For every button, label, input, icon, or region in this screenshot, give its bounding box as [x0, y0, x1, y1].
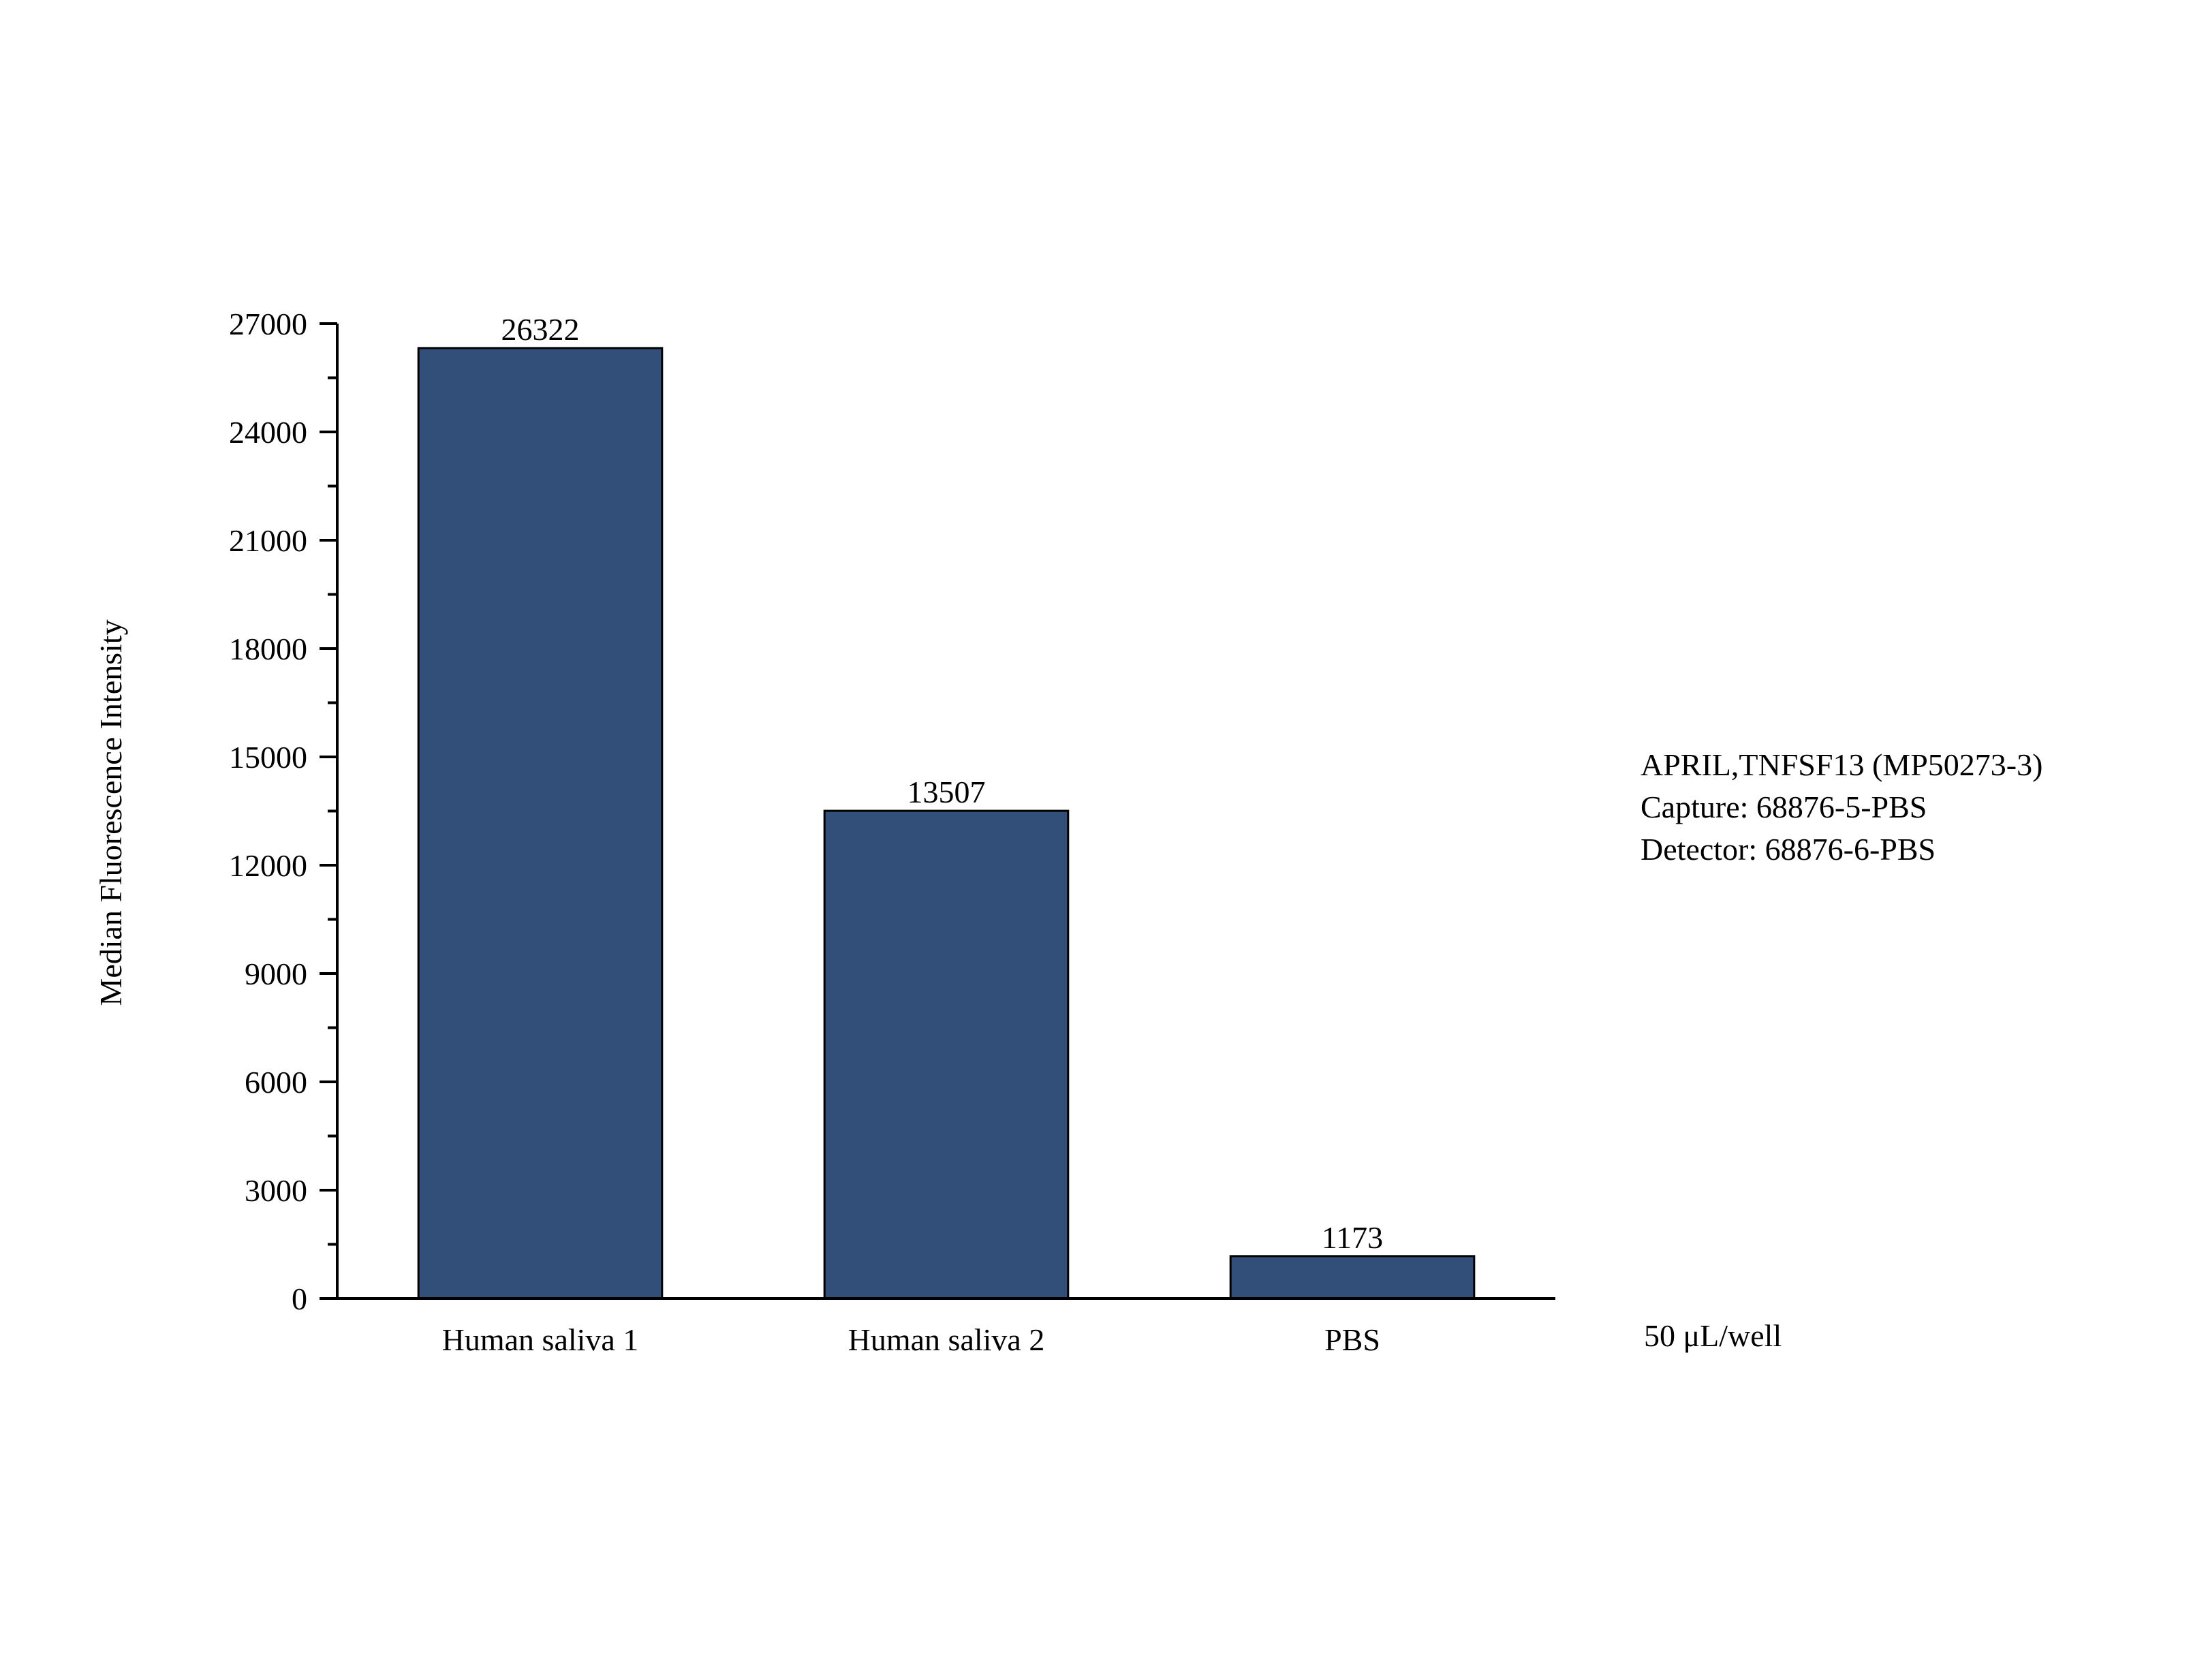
x-axis-tick-labels: Human saliva 1 Human saliva 2 PBS: [442, 1322, 1380, 1357]
y-axis-label: Median Fluorescence Intensity: [93, 619, 128, 1006]
bar: [1229, 1255, 1476, 1300]
y-tick-label: 21000: [229, 523, 307, 558]
annotation-protein: APRIL,TNFSF13 (MP50273-3): [1641, 747, 2043, 782]
y-tick-label: 9000: [245, 956, 307, 991]
y-tick-label: 0: [292, 1281, 307, 1316]
annotation-detector: Detector: 68876-6-PBS: [1641, 832, 1936, 867]
x-tick-label: Human saliva 2: [848, 1322, 1045, 1357]
bar-value-label: 1173: [1322, 1220, 1383, 1255]
annotation-capture: Capture: 68876-5-PBS: [1641, 790, 1927, 824]
y-tick-label: 12000: [229, 848, 307, 883]
y-tick-label: 3000: [245, 1173, 307, 1208]
y-tick-label: 6000: [245, 1065, 307, 1100]
y-tick-label: 15000: [229, 740, 307, 775]
y-tick-label: 18000: [229, 632, 307, 666]
y-axis-ticks: 0 3000 6000 9000 12000 15000 18000 21000 24000 27…: [229, 307, 337, 1316]
x-tick-label: Human saliva 1: [442, 1322, 639, 1357]
y-tick-label: 24000: [229, 415, 307, 450]
bar: [417, 347, 664, 1300]
y-tick-label: 27000: [229, 307, 307, 341]
bar: [823, 809, 1070, 1300]
bars: 26322 13507 1173: [417, 312, 1476, 1300]
bar-value-label: 13507: [907, 775, 986, 809]
x-tick-label: PBS: [1324, 1322, 1380, 1357]
annotation-volume: 50 μL/well: [1644, 1318, 1782, 1353]
bar-value-label: 26322: [501, 312, 580, 347]
